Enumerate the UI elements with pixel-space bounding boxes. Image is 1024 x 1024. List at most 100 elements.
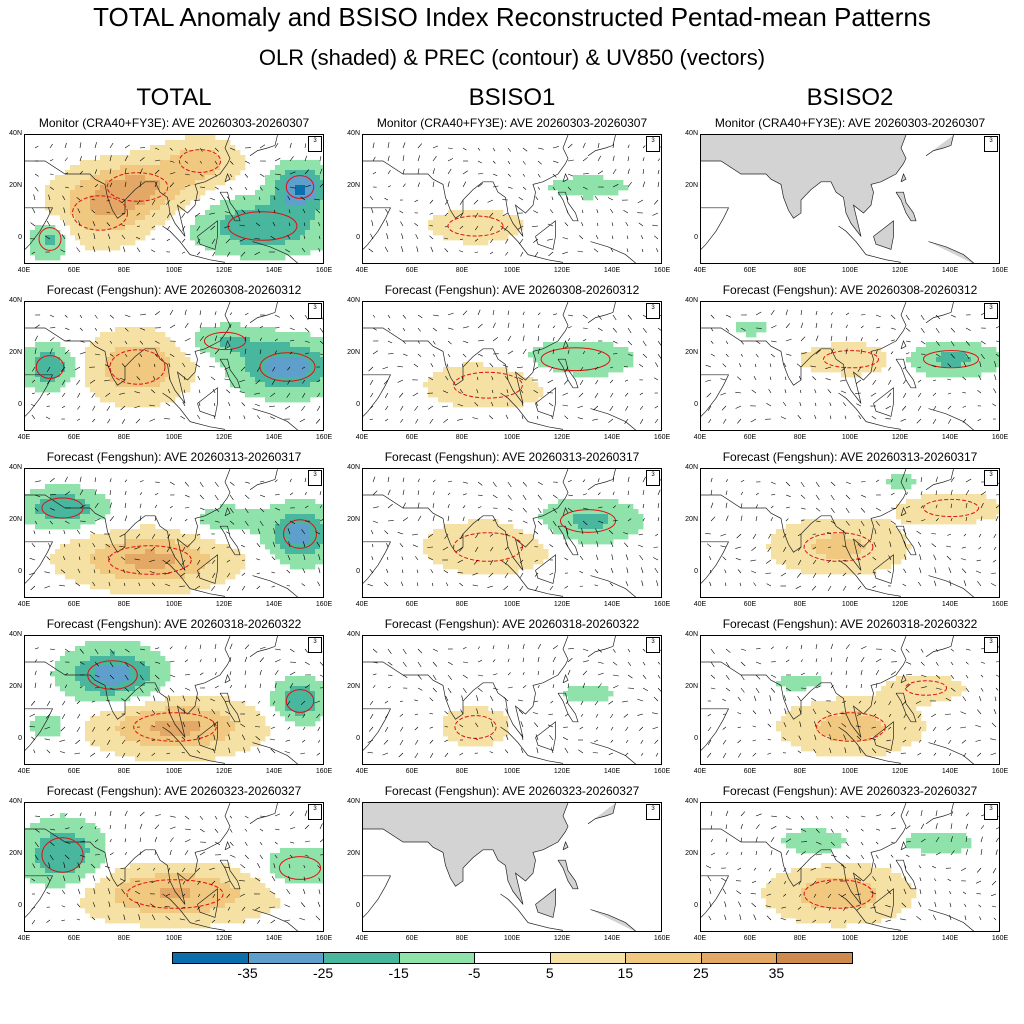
wind-vector: [533, 238, 539, 243]
olr-cell: [65, 175, 71, 181]
olr-cell: [185, 190, 191, 196]
olr-cell: [310, 357, 316, 363]
olr-cell: [125, 160, 131, 166]
olr-cell: [275, 332, 281, 338]
wind-vector: [459, 389, 464, 394]
olr-cell: [160, 352, 166, 358]
olr-cell: [438, 397, 444, 403]
olr-cell: [105, 170, 111, 176]
wind-vector: [473, 559, 479, 565]
olr-cell: [428, 225, 434, 231]
wind-vector: [415, 234, 419, 240]
wind-vector: [259, 507, 265, 513]
olr-cell: [498, 524, 504, 530]
olr-cell: [165, 190, 171, 196]
olr-cell: [165, 574, 171, 580]
olr-cell: [305, 245, 311, 251]
wind-vector: [49, 159, 54, 162]
olr-cell: [568, 190, 574, 196]
olr-cell: [100, 230, 106, 236]
olr-cell: [563, 180, 569, 186]
wind-vector: [489, 251, 494, 255]
wind-vector: [962, 405, 967, 408]
olr-cell: [255, 514, 261, 520]
olr-cell: [45, 514, 51, 520]
olr-cell: [290, 499, 296, 505]
olr-cell: [240, 245, 246, 251]
olr-cell: [285, 342, 291, 348]
olr-cell: [155, 220, 161, 226]
wind-vector: [224, 378, 231, 381]
olr-cell: [225, 210, 231, 216]
olr-cell: [115, 569, 121, 575]
wind-vector: [519, 585, 524, 592]
olr-cell: [85, 230, 91, 236]
olr-cell: [255, 367, 261, 373]
wind-vector: [64, 142, 67, 149]
wind-vector: [167, 212, 171, 218]
wind-vector: [800, 389, 802, 394]
wind-vector: [34, 520, 38, 525]
olr-cell: [493, 392, 499, 398]
map-panel-total-3: [24, 468, 324, 598]
olr-cell: [45, 499, 51, 505]
olr-cell: [285, 220, 291, 226]
olr-cell: [513, 215, 519, 221]
olr-cell: [588, 372, 594, 378]
olr-cell: [55, 210, 61, 216]
olr-cell: [941, 509, 947, 515]
olr-cell: [886, 519, 892, 525]
olr-cell: [215, 342, 221, 348]
olr-cell: [160, 559, 166, 565]
olr-cell: [160, 589, 166, 595]
olr-cell: [628, 352, 634, 358]
olr-cell: [265, 200, 271, 206]
wind-vector: [623, 542, 629, 548]
olr-cell: [115, 327, 121, 333]
olr-cell: [210, 245, 216, 251]
wind-vector: [432, 314, 439, 317]
olr-cell: [50, 387, 56, 393]
olr-cell: [493, 559, 499, 565]
olr-cell: [215, 210, 221, 216]
olr-cell: [578, 352, 584, 358]
wind-vector: [567, 143, 573, 149]
olr-cell: [493, 377, 499, 383]
olr-cell: [315, 357, 321, 363]
olr-cell: [285, 509, 291, 515]
olr-cell: [145, 569, 151, 575]
wind-vector: [259, 480, 265, 483]
olr-cell: [200, 559, 206, 565]
wind-vector: [49, 530, 51, 535]
olr-cell: [220, 509, 226, 515]
wind-vector: [257, 528, 261, 535]
wind-vector: [229, 481, 235, 486]
olr-cell: [946, 342, 952, 348]
olr-cell: [135, 569, 141, 575]
olr-cell: [215, 524, 221, 530]
olr-cell: [260, 539, 266, 545]
olr-cell: [280, 392, 286, 398]
wind-vector: [492, 160, 496, 164]
wind-vector: [657, 517, 660, 522]
olr-cell: [65, 509, 71, 515]
olr-cell: [80, 539, 86, 545]
olr-cell: [130, 589, 136, 595]
olr-cell: [110, 215, 116, 221]
wind-vector: [472, 572, 479, 576]
olr-cell: [220, 337, 226, 343]
olr-cell: [235, 352, 241, 358]
olr-cell: [120, 574, 126, 580]
olr-cell: [260, 225, 266, 231]
wind-vector: [401, 233, 404, 240]
olr-cell: [315, 372, 321, 378]
olr-cell: [295, 544, 301, 550]
olr-cell: [285, 387, 291, 393]
olr-cell: [901, 479, 907, 485]
wind-vector: [184, 481, 190, 487]
wind-vector: [562, 392, 569, 396]
wind-vector: [239, 238, 246, 242]
wind-vector: [109, 516, 115, 522]
olr-cell: [65, 210, 71, 216]
wind-vector: [302, 568, 306, 574]
